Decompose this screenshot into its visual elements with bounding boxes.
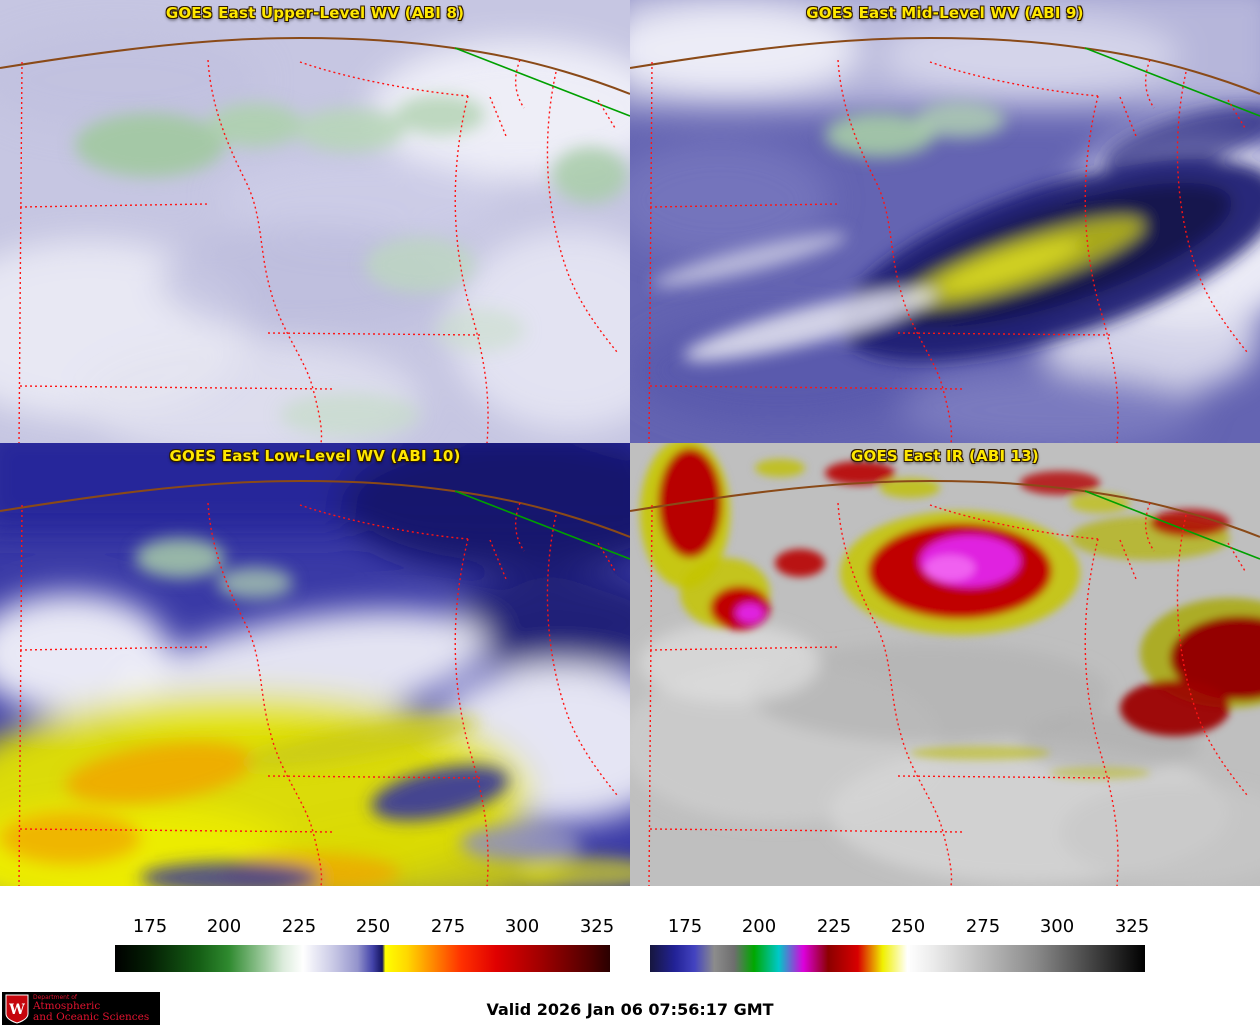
panel-title-mid-wv: GOES East Mid-Level WV (ABI 9) (806, 4, 1084, 22)
logo-text: Department of Atmospheric and Oceanic Sc… (33, 993, 150, 1023)
uw-crest-icon: W (5, 994, 29, 1024)
wv-colorbar-ticks: 175 200 225 250 275 300 325 (115, 916, 614, 940)
wv-colorbar (115, 945, 610, 972)
colorbar-tick: 275 (430, 916, 466, 937)
panel-mid-level-wv: GOES East Mid-Level WV (ABI 9) (630, 0, 1260, 443)
colorbar-tick: 225 (816, 916, 852, 937)
panel-low-level-wv: GOES East Low-Level WV (ABI 10) (0, 443, 630, 886)
ir-colorbar (650, 945, 1145, 972)
colorbar-tick: 175 (132, 916, 168, 937)
upper-wv-imagery (0, 0, 630, 443)
mid-wv-imagery (630, 0, 1260, 443)
colorbar-tick: 250 (890, 916, 926, 937)
panel-title-ir: GOES East IR (ABI 13) (850, 447, 1039, 465)
panel-ir: GOES East IR (ABI 13) (630, 443, 1260, 886)
logo-name-line1: Atmospheric (33, 999, 101, 1012)
ir-imagery (630, 443, 1260, 886)
colorbar-tick: 300 (1039, 916, 1075, 937)
panel-title-low-wv: GOES East Low-Level WV (ABI 10) (169, 447, 461, 465)
low-wv-imagery (0, 443, 630, 886)
logo-dept-line: Department of (33, 993, 77, 1001)
logo-name-line2: and Oceanic Sciences (33, 1010, 150, 1023)
ir-colorbar-ticks: 175 200 225 250 275 300 325 (650, 916, 1149, 940)
panel-title-upper-wv: GOES East Upper-Level WV (ABI 8) (165, 4, 465, 22)
colorbar-tick: 200 (741, 916, 777, 937)
colorbar-tick: 275 (965, 916, 1001, 937)
colorbar-tick: 300 (504, 916, 540, 937)
uw-aos-logo: W Department of Atmospheric and Oceanic … (2, 992, 160, 1025)
colorbar-tick: 200 (206, 916, 242, 937)
satellite-grid: GOES East Upper-Level WV (ABI 8) (0, 0, 1260, 886)
crest-letter: W (8, 1002, 25, 1018)
colorbar-tick: 250 (355, 916, 391, 937)
colorbar-tick: 225 (281, 916, 317, 937)
colorbar-tick: 325 (579, 916, 615, 937)
valid-time-label: Valid 2026 Jan 06 07:56:17 GMT (486, 1000, 774, 1019)
footer: 175 200 225 250 275 300 325 175 200 225 … (0, 886, 1260, 1027)
colorbar-tick: 175 (667, 916, 703, 937)
panel-upper-level-wv: GOES East Upper-Level WV (ABI 8) (0, 0, 630, 443)
colorbar-tick: 325 (1114, 916, 1150, 937)
